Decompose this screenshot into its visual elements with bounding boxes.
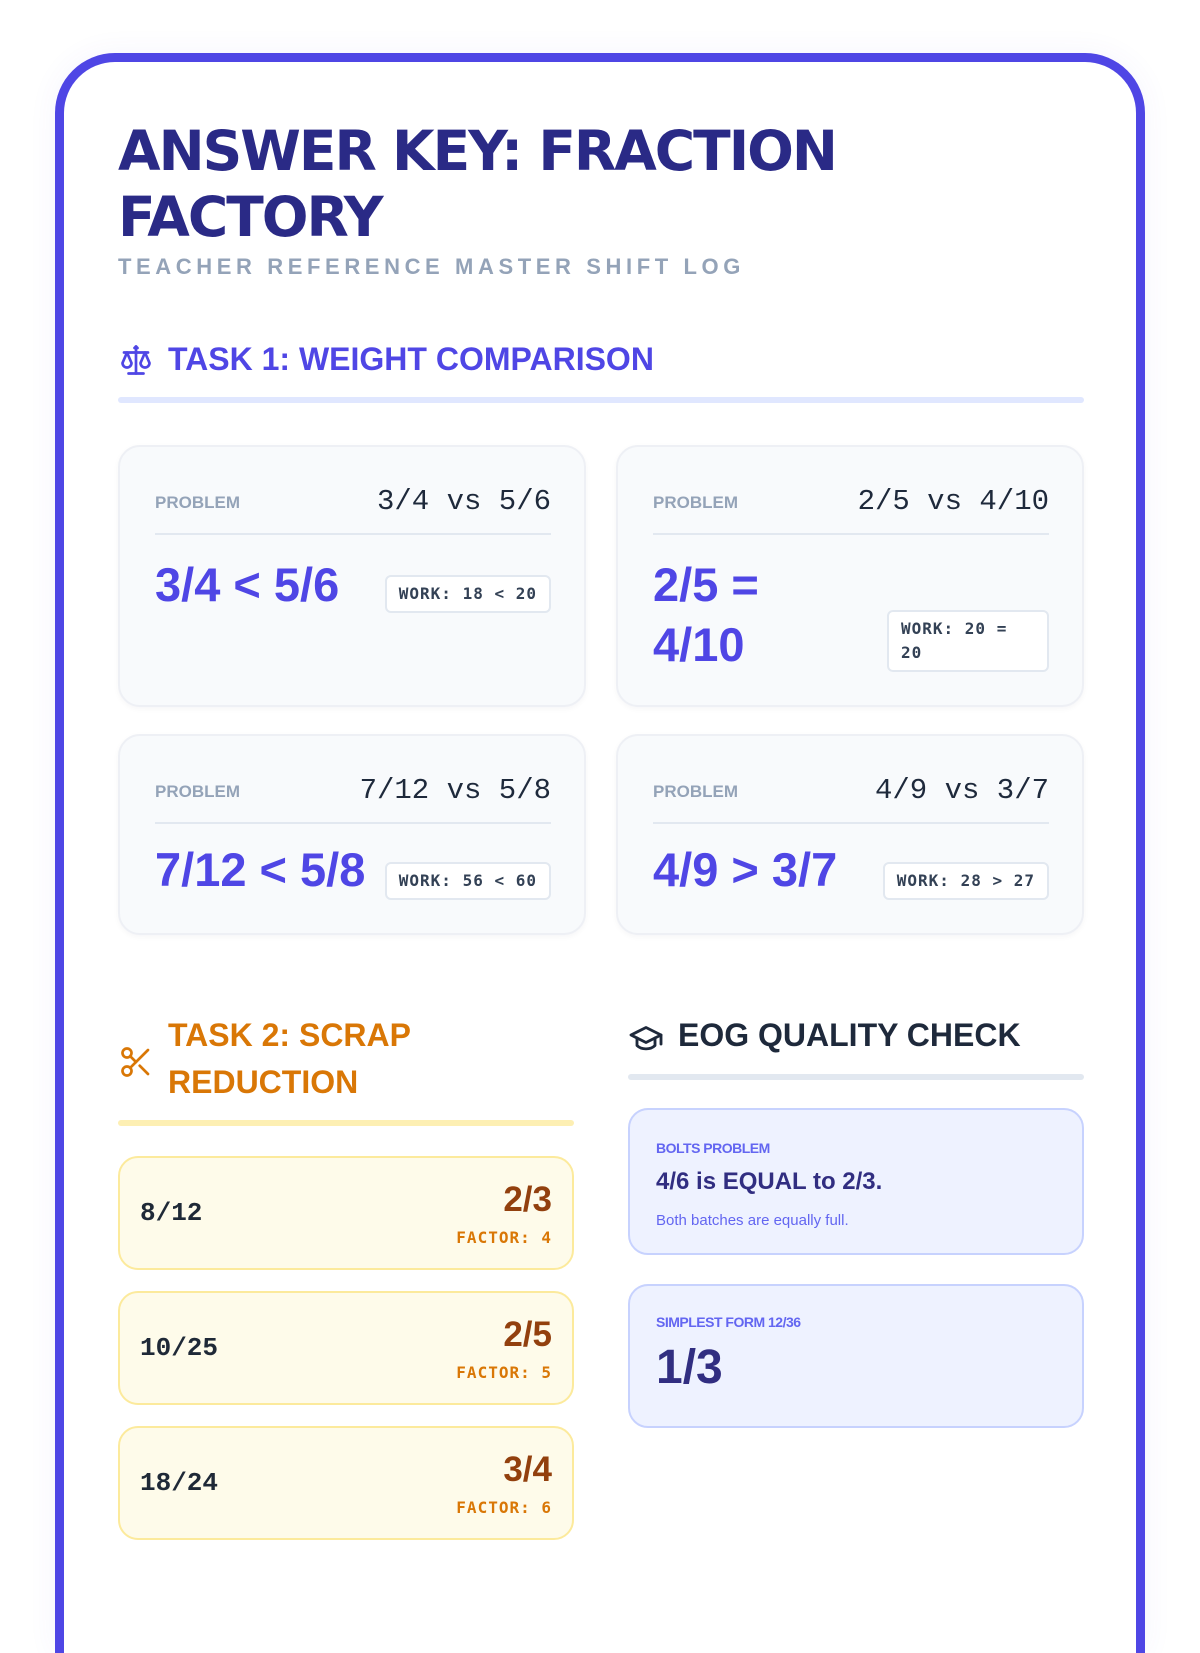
comparison-card-2: PROBLEM 2/5 vs 4/10 2/5 = 4/10 WORK: 20 … [616, 445, 1084, 707]
page-title: ANSWER KEY: FRACTION FACTORY [118, 119, 838, 249]
comparison-answer: 2/5 = 4/10 [653, 558, 759, 671]
comparison-card-3: PROBLEM 7/12 vs 5/8 7/12 < 5/8 WORK: 56 … [118, 734, 586, 935]
card-divider [155, 822, 551, 824]
bolts-label: BOLTS PROBLEM [656, 1140, 770, 1156]
factor-label: FACTOR: 4 [456, 1228, 552, 1247]
problem-label: PROBLEM [653, 782, 738, 801]
card-divider [653, 533, 1049, 535]
card-divider [155, 533, 551, 535]
simplified-fraction: 2/3 [503, 1180, 552, 1219]
problem-label: PROBLEM [653, 493, 738, 512]
problem-label: PROBLEM [155, 782, 240, 801]
simplified-fraction: 3/4 [503, 1450, 552, 1489]
problem-value: 2/5 vs 4/10 [857, 485, 1049, 518]
eog-heading: EOG QUALITY CHECK [628, 1012, 1021, 1059]
scrap-item-3: 18/24 3/4 FACTOR: 6 [118, 1426, 574, 1540]
simplest-label: SIMPLEST FORM 12/36 [656, 1314, 801, 1330]
factor-label: FACTOR: 5 [456, 1363, 552, 1382]
comparison-answer: 3/4 < 5/6 [155, 558, 340, 611]
work-badge: WORK: 20 = 20 [887, 610, 1049, 672]
work-badge: WORK: 18 < 20 [384, 575, 551, 613]
simplest-answer: 1/3 [656, 1341, 723, 1394]
eog-divider [628, 1074, 1084, 1080]
bolts-note: Both batches are equally full. [656, 1212, 849, 1229]
problem-value: 4/9 vs 3/7 [874, 774, 1049, 807]
comparison-answer: 4/9 > 3/7 [653, 843, 838, 896]
problem-label: PROBLEM [155, 493, 240, 512]
comparison-card-1: PROBLEM 3/4 vs 5/6 3/4 < 5/6 WORK: 18 < … [118, 445, 586, 707]
task1-heading: TASK 1: WEIGHT COMPARISON [118, 336, 654, 383]
task1-title: TASK 1: WEIGHT COMPARISON [168, 341, 654, 377]
bolts-problem-card: BOLTS PROBLEM 4/6 is EQUAL to 2/3. Both … [628, 1108, 1084, 1255]
original-fraction: 8/12 [140, 1198, 203, 1228]
page-subtitle: TEACHER REFERENCE MASTER SHIFT LOG [118, 254, 745, 279]
simplified-fraction: 2/5 [503, 1315, 552, 1354]
task2-divider [118, 1120, 574, 1126]
original-fraction: 10/25 [140, 1333, 219, 1363]
factor-label: FACTOR: 6 [456, 1498, 552, 1517]
scissors-icon [121, 1047, 150, 1077]
scale-icon [121, 345, 151, 375]
comparison-card-4: PROBLEM 4/9 vs 3/7 4/9 > 3/7 WORK: 28 > … [616, 734, 1084, 935]
problem-value: 3/4 vs 5/6 [376, 485, 551, 518]
scrap-item-1: 8/12 2/3 FACTOR: 4 [118, 1156, 574, 1270]
task2-title: TASK 2: SCRAP REDUCTION [168, 1017, 411, 1100]
scrap-item-2: 10/25 2/5 FACTOR: 5 [118, 1291, 574, 1405]
problem-value: 7/12 vs 5/8 [359, 774, 551, 807]
card-divider [653, 822, 1049, 824]
comparison-answer: 7/12 < 5/8 [155, 843, 366, 896]
bolts-answer: 4/6 is EQUAL to 2/3. [656, 1168, 883, 1195]
work-badge: WORK: 56 < 60 [384, 862, 551, 900]
original-fraction: 18/24 [140, 1468, 219, 1498]
eog-title: EOG QUALITY CHECK [678, 1017, 1021, 1053]
task2-heading: TASK 2: SCRAP REDUCTION [118, 1012, 428, 1106]
task1-divider [118, 397, 1084, 403]
work-badge: WORK: 28 > 27 [882, 862, 1049, 900]
graduation-cap-icon [629, 1026, 663, 1051]
simplest-form-card: SIMPLEST FORM 12/36 1/3 [628, 1284, 1084, 1428]
